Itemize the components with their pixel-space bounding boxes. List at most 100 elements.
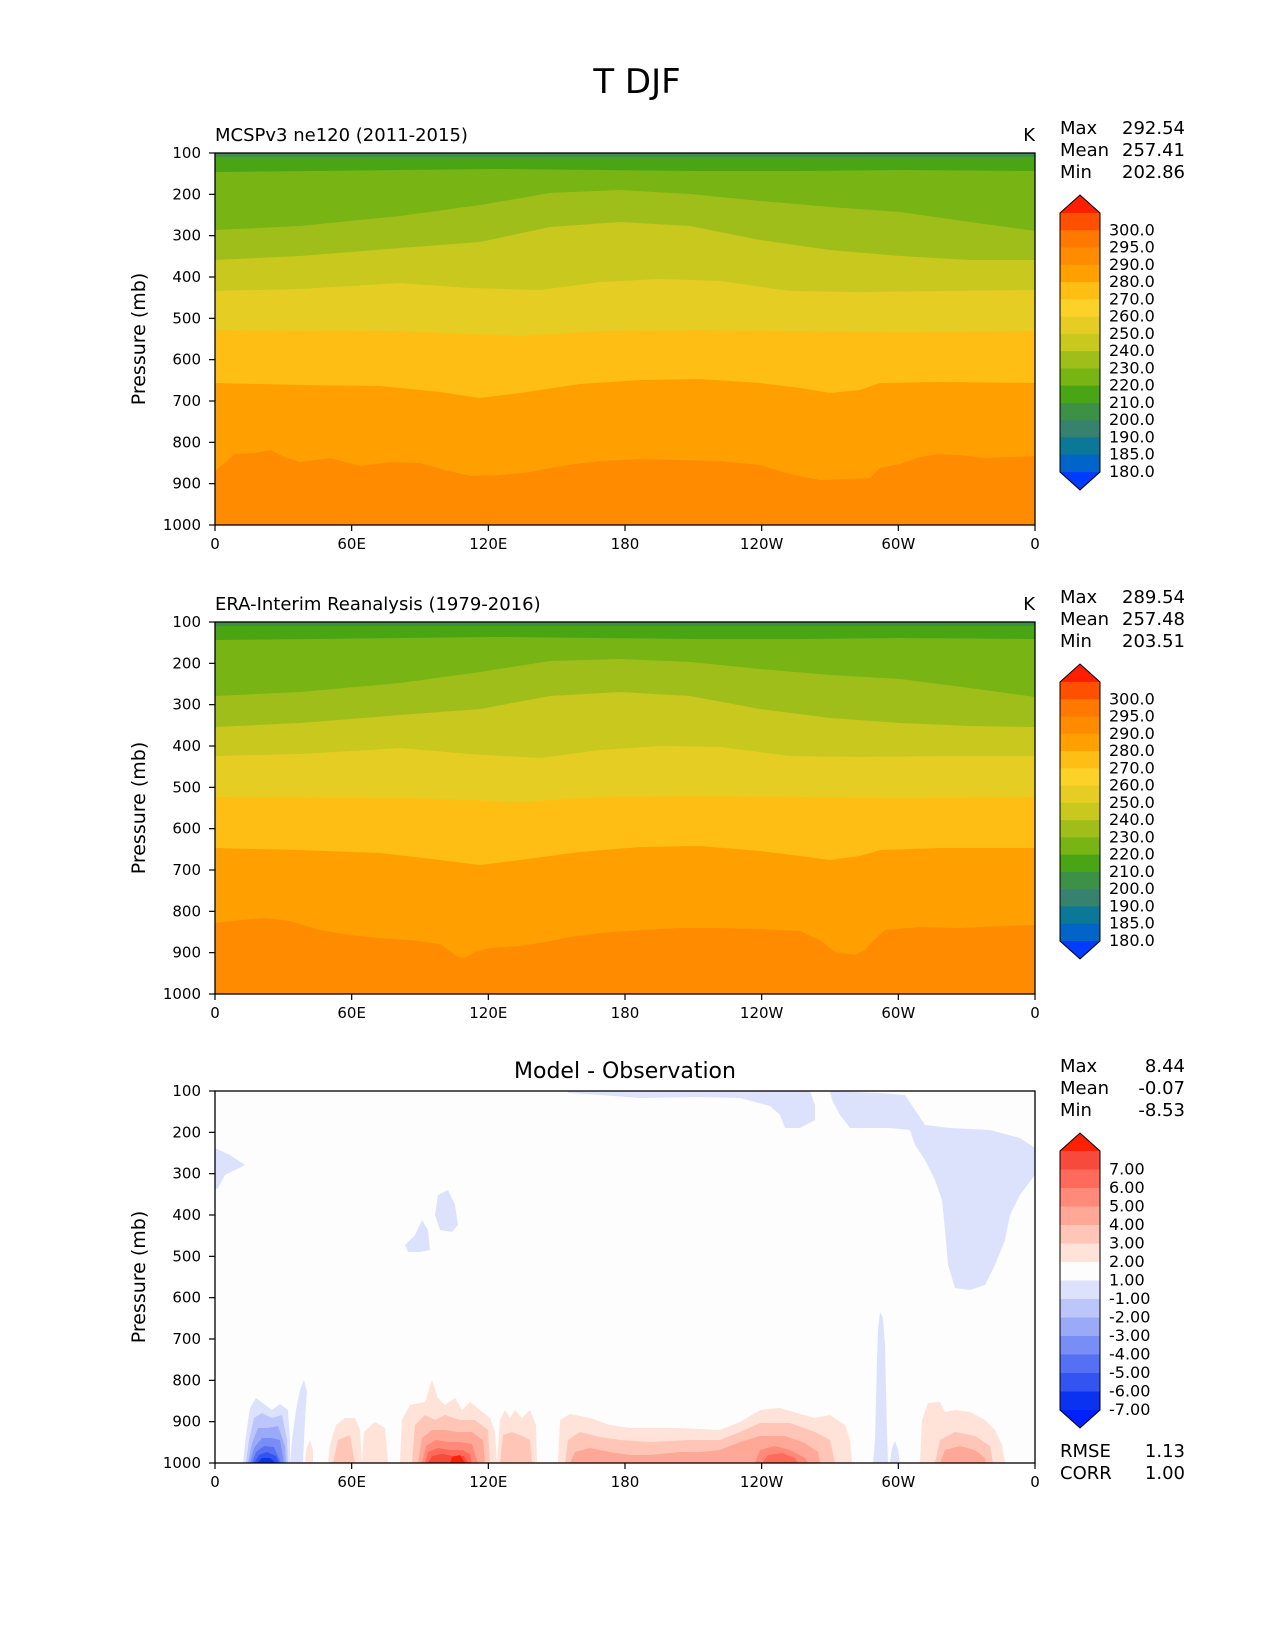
x-tick-label: 60W xyxy=(881,1004,915,1022)
colorbar-label: 5.00 xyxy=(1109,1197,1145,1216)
colorbar-label: 230.0 xyxy=(1109,827,1155,846)
colorbar-swatch xyxy=(1060,802,1100,821)
colorbar-extend-min xyxy=(1060,472,1100,490)
colorbar-label: 230.0 xyxy=(1109,358,1155,377)
colorbar-label: -6.00 xyxy=(1109,1382,1150,1401)
y-tick-label: 600 xyxy=(172,820,201,838)
y-tick-label: 100 xyxy=(172,1082,201,1100)
colorbar-extend-max xyxy=(1060,195,1100,213)
negative-region xyxy=(873,1312,888,1463)
panel-title: ERA-Interim Reanalysis (1979-2016) xyxy=(215,594,541,615)
y-tick-label: 1000 xyxy=(163,985,201,1003)
page-title: T DJF xyxy=(592,62,680,102)
min-value: 203.51 xyxy=(1122,631,1185,652)
colorbar-label: -2.00 xyxy=(1109,1308,1150,1327)
x-tick-label: 120E xyxy=(469,535,507,553)
colorbar-label: 210.0 xyxy=(1109,862,1155,881)
y-axis-label: Pressure (mb) xyxy=(128,273,150,406)
y-axis-label: Pressure (mb) xyxy=(128,1211,150,1344)
positive-region xyxy=(362,1422,388,1463)
mean-label: Mean xyxy=(1060,140,1109,161)
y-tick-label: 300 xyxy=(172,227,201,245)
y-tick-label: 800 xyxy=(172,902,201,920)
y-axis: 100 200 300 400 500 600 700 800 900 1000 xyxy=(163,1082,215,1472)
colorbar-label: 250.0 xyxy=(1109,324,1155,343)
x-tick-label: 180 xyxy=(611,1473,640,1491)
x-tick-label: 120E xyxy=(469,1473,507,1491)
colorbar-label: 180.0 xyxy=(1109,931,1155,950)
x-tick-label: 180 xyxy=(611,535,640,553)
colorbar-label: 260.0 xyxy=(1109,307,1155,326)
contour-fill xyxy=(215,622,1035,994)
y-tick-label: 800 xyxy=(172,1371,201,1389)
colorbar-swatch xyxy=(1060,213,1100,231)
colorbar-swatch xyxy=(1060,923,1100,942)
positive-region xyxy=(940,1446,986,1463)
units-label: K xyxy=(1023,125,1036,146)
max-value: 8.44 xyxy=(1145,1056,1185,1077)
colorbar-label: 290.0 xyxy=(1109,255,1155,274)
positive-region xyxy=(305,1440,313,1463)
positive-region xyxy=(450,1455,465,1463)
colorbar-swatch xyxy=(1060,682,1100,700)
band-fill xyxy=(215,622,1035,697)
x-tick-label: 60W xyxy=(881,535,915,553)
band-fill xyxy=(215,622,1035,626)
colorbar-label: 270.0 xyxy=(1109,289,1155,308)
y-tick-label: 600 xyxy=(172,1289,201,1307)
colorbar-swatch xyxy=(1060,351,1100,369)
y-tick-label: 1000 xyxy=(163,516,201,534)
y-tick-label: 900 xyxy=(172,1413,201,1431)
colorbar-label: 295.0 xyxy=(1109,707,1155,726)
colorbar: 300.0295.0290.0280.0270.0260.0250.0240.0… xyxy=(1059,194,1155,491)
colorbar-swatch xyxy=(1060,402,1100,421)
x-tick-label: 0 xyxy=(210,1473,220,1491)
colorbar: 7.006.005.004.003.002.001.00-1.00-2.00-3… xyxy=(1059,1132,1150,1429)
colorbar-swatch xyxy=(1060,751,1100,769)
positive-region xyxy=(762,1453,798,1463)
mean-value: 257.48 xyxy=(1122,609,1185,630)
x-tick-label: 0 xyxy=(210,1004,220,1022)
x-axis: 0 60E 120E 180 120W 60W 0 xyxy=(210,525,1040,553)
colorbar-swatch xyxy=(1060,454,1100,473)
colorbar-swatch xyxy=(1060,1169,1100,1189)
colorbar-extend-min xyxy=(1060,1410,1100,1428)
x-tick-label: 0 xyxy=(1030,1473,1040,1491)
colorbar-swatch xyxy=(1060,333,1100,352)
colorbar-swatch xyxy=(1060,854,1100,873)
colorbar-swatch xyxy=(1060,889,1100,907)
colorbar-label: 220.0 xyxy=(1109,376,1155,395)
y-axis-label: Pressure (mb) xyxy=(128,742,150,875)
colorbar-extend-max xyxy=(1060,1133,1100,1151)
y-axis: 100 200 300 400 500 600 700 800 900 1000 xyxy=(163,144,215,534)
colorbar-label: 210.0 xyxy=(1109,393,1155,412)
colorbar-label: -4.00 xyxy=(1109,1345,1150,1364)
colorbar-swatch xyxy=(1060,837,1100,856)
colorbar-swatch xyxy=(1060,785,1100,804)
negative-region xyxy=(257,1458,276,1463)
negative-region xyxy=(215,1148,245,1190)
colorbar-label: 280.0 xyxy=(1109,272,1155,291)
colorbar-swatch xyxy=(1060,247,1100,266)
contour-fill xyxy=(215,1091,1035,1463)
colorbar-extend-min xyxy=(1060,941,1100,959)
colorbar-label: 220.0 xyxy=(1109,845,1155,864)
x-tick-label: 120W xyxy=(740,1473,784,1491)
negative-region xyxy=(435,1190,458,1232)
colorbar-swatch xyxy=(1060,1188,1100,1207)
colorbar-outline xyxy=(1059,1132,1101,1429)
colorbar: 300.0295.0290.0280.0270.0260.0250.0240.0… xyxy=(1059,663,1155,960)
colorbar-label: -3.00 xyxy=(1109,1326,1150,1345)
y-tick-label: 200 xyxy=(172,654,201,672)
y-tick-label: 1000 xyxy=(163,1454,201,1472)
x-tick-label: 60E xyxy=(337,1004,366,1022)
panel-model: 0 60E 120E 180 120W 60W 0 100 200 300 400 500 600 70… xyxy=(128,118,1185,553)
colorbar-swatch xyxy=(1060,1391,1100,1411)
colorbar-label: 295.0 xyxy=(1109,238,1155,257)
y-tick-label: 500 xyxy=(172,778,201,796)
y-tick-label: 200 xyxy=(172,185,201,203)
y-tick-label: 300 xyxy=(172,1165,201,1183)
x-tick-label: 120W xyxy=(740,1004,784,1022)
colorbar-swatch xyxy=(1060,264,1100,283)
